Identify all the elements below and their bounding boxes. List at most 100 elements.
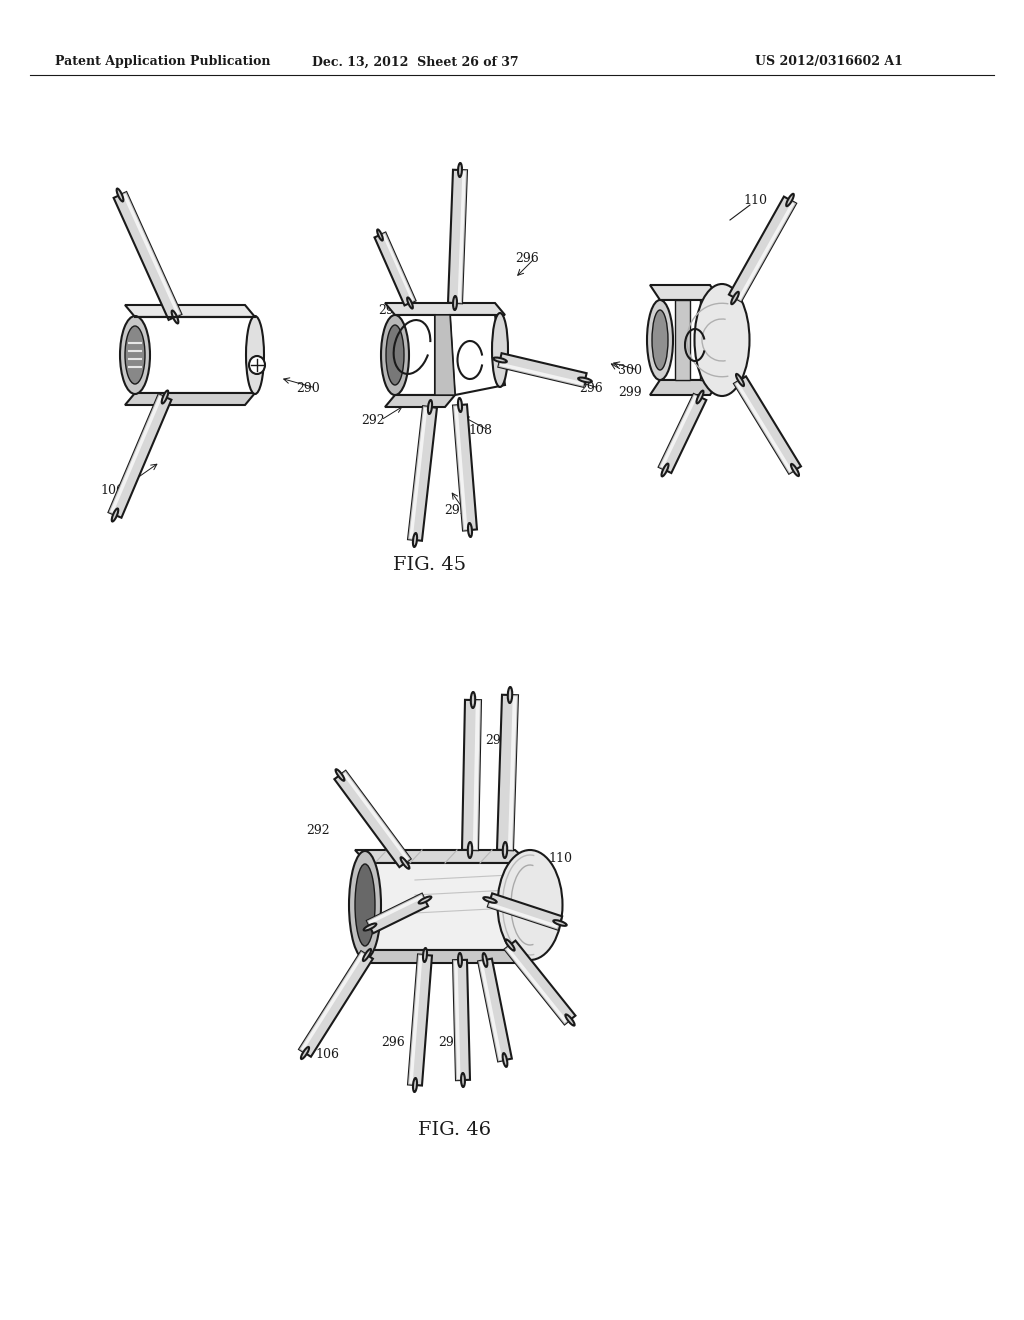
- Ellipse shape: [120, 315, 150, 393]
- Text: 299: 299: [618, 387, 642, 400]
- Polygon shape: [505, 946, 568, 1024]
- Polygon shape: [487, 894, 562, 929]
- Polygon shape: [453, 960, 461, 1080]
- Ellipse shape: [386, 325, 404, 385]
- Polygon shape: [299, 952, 365, 1052]
- Ellipse shape: [301, 1047, 309, 1059]
- Ellipse shape: [364, 924, 377, 931]
- Polygon shape: [478, 961, 503, 1061]
- Text: Dec. 13, 2012  Sheet 26 of 37: Dec. 13, 2012 Sheet 26 of 37: [311, 55, 518, 69]
- Ellipse shape: [428, 400, 432, 414]
- Ellipse shape: [503, 842, 507, 858]
- Polygon shape: [473, 700, 481, 850]
- Ellipse shape: [453, 296, 457, 310]
- Ellipse shape: [662, 463, 669, 477]
- Text: 296: 296: [485, 734, 509, 747]
- Polygon shape: [650, 380, 720, 395]
- Polygon shape: [342, 771, 411, 862]
- Polygon shape: [122, 193, 181, 315]
- Ellipse shape: [494, 358, 507, 363]
- Polygon shape: [487, 903, 559, 929]
- Polygon shape: [299, 952, 373, 1057]
- Ellipse shape: [423, 948, 427, 962]
- Ellipse shape: [468, 523, 472, 537]
- Ellipse shape: [458, 162, 462, 177]
- Polygon shape: [658, 393, 707, 473]
- Text: 298: 298: [378, 304, 401, 317]
- Text: 292: 292: [306, 824, 330, 837]
- Ellipse shape: [565, 1014, 574, 1026]
- Ellipse shape: [647, 300, 673, 380]
- Polygon shape: [408, 954, 432, 1085]
- Text: 110: 110: [743, 194, 767, 206]
- Ellipse shape: [377, 230, 383, 240]
- Polygon shape: [729, 197, 796, 301]
- Polygon shape: [658, 393, 697, 469]
- Polygon shape: [408, 407, 428, 540]
- Ellipse shape: [791, 463, 799, 477]
- Ellipse shape: [172, 310, 178, 323]
- Polygon shape: [125, 393, 255, 405]
- Polygon shape: [453, 405, 468, 531]
- Polygon shape: [109, 395, 171, 517]
- Polygon shape: [462, 700, 481, 850]
- Text: Patent Application Publication: Patent Application Publication: [55, 55, 270, 69]
- Ellipse shape: [408, 297, 413, 309]
- Ellipse shape: [461, 1073, 465, 1086]
- Text: 110: 110: [548, 851, 572, 865]
- Ellipse shape: [508, 686, 512, 704]
- Text: 296: 296: [381, 1036, 404, 1049]
- Ellipse shape: [786, 194, 794, 206]
- Ellipse shape: [362, 949, 371, 961]
- Text: 300: 300: [618, 363, 642, 376]
- Ellipse shape: [413, 1078, 417, 1092]
- Ellipse shape: [336, 770, 344, 780]
- Ellipse shape: [249, 356, 265, 374]
- Polygon shape: [367, 894, 424, 925]
- Polygon shape: [408, 954, 423, 1085]
- Polygon shape: [385, 304, 505, 315]
- Polygon shape: [508, 696, 518, 850]
- Polygon shape: [375, 232, 416, 305]
- Polygon shape: [367, 894, 428, 933]
- Text: 292: 292: [361, 413, 385, 426]
- Polygon shape: [382, 232, 416, 302]
- Text: 292: 292: [438, 1036, 462, 1049]
- Polygon shape: [497, 694, 518, 850]
- Ellipse shape: [400, 857, 410, 869]
- Ellipse shape: [419, 896, 431, 903]
- Polygon shape: [435, 315, 455, 395]
- Text: 106: 106: [315, 1048, 339, 1061]
- Polygon shape: [505, 941, 575, 1024]
- Ellipse shape: [458, 953, 462, 968]
- Polygon shape: [499, 363, 585, 387]
- Polygon shape: [453, 960, 470, 1080]
- Polygon shape: [660, 300, 720, 380]
- Polygon shape: [109, 395, 163, 513]
- Ellipse shape: [492, 313, 508, 387]
- Text: 108: 108: [468, 424, 492, 437]
- Polygon shape: [385, 395, 455, 407]
- Polygon shape: [458, 170, 467, 304]
- Text: US 2012/0316602 A1: US 2012/0316602 A1: [755, 55, 903, 69]
- Text: 296: 296: [515, 252, 539, 264]
- Text: 108: 108: [413, 887, 437, 899]
- Ellipse shape: [125, 326, 145, 384]
- Text: 106: 106: [100, 483, 124, 496]
- Polygon shape: [449, 170, 467, 304]
- Ellipse shape: [355, 865, 375, 946]
- Ellipse shape: [696, 391, 703, 404]
- Polygon shape: [734, 381, 793, 474]
- Ellipse shape: [458, 399, 462, 412]
- Ellipse shape: [112, 508, 118, 521]
- Ellipse shape: [381, 315, 409, 395]
- Polygon shape: [355, 850, 530, 863]
- Ellipse shape: [162, 391, 168, 404]
- Ellipse shape: [503, 1053, 507, 1067]
- Ellipse shape: [471, 692, 475, 708]
- Polygon shape: [355, 950, 530, 964]
- Ellipse shape: [468, 842, 472, 858]
- Polygon shape: [125, 305, 255, 317]
- Ellipse shape: [736, 374, 744, 385]
- Polygon shape: [734, 376, 801, 474]
